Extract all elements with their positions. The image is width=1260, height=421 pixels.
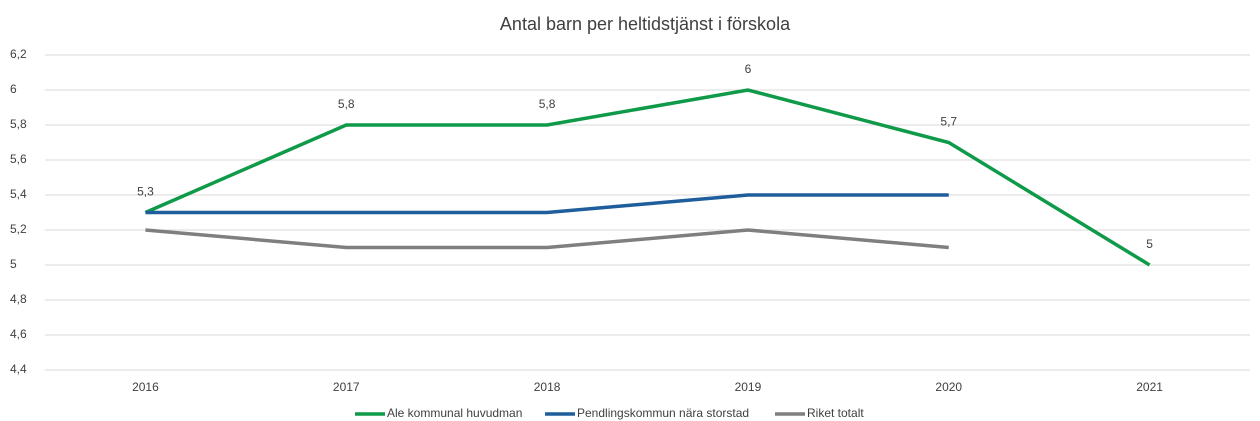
data-label: 5,3 — [137, 185, 154, 199]
data-label: 5,8 — [539, 97, 556, 111]
y-tick-label: 5 — [10, 257, 17, 271]
data-label: 5,8 — [338, 97, 355, 111]
legend-label: Riket totalt — [807, 406, 864, 420]
x-tick-label: 2020 — [935, 380, 962, 394]
series-line — [145, 228, 949, 250]
y-tick-label: 4,8 — [10, 292, 27, 306]
y-tick-label: 5,2 — [10, 222, 27, 236]
x-tick-label: 2019 — [735, 380, 762, 394]
data-label: 5 — [1146, 237, 1153, 251]
legend-label: Ale kommunal huvudman — [387, 406, 522, 420]
data-label: 6 — [745, 62, 752, 76]
y-tick-label: 5,6 — [10, 152, 27, 166]
x-tick-label: 2017 — [333, 380, 360, 394]
y-tick-label: 5,4 — [10, 187, 27, 201]
y-tick-label: 4,6 — [10, 327, 27, 341]
x-tick-label: 2016 — [132, 380, 159, 394]
data-label: 5,7 — [940, 115, 957, 129]
chart-title: Antal barn per heltidstjänst i förskola — [500, 14, 791, 34]
series-line — [144, 88, 1151, 267]
x-tick-label: 2021 — [1136, 380, 1163, 394]
y-tick-label: 4,4 — [10, 362, 27, 376]
series-line — [145, 193, 949, 215]
legend-label: Pendlingskommun nära storstad — [577, 406, 749, 420]
y-tick-label: 6 — [10, 82, 17, 96]
y-tick-label: 6,2 — [10, 47, 27, 61]
y-tick-label: 5,8 — [10, 117, 27, 131]
x-tick-label: 2018 — [534, 380, 561, 394]
